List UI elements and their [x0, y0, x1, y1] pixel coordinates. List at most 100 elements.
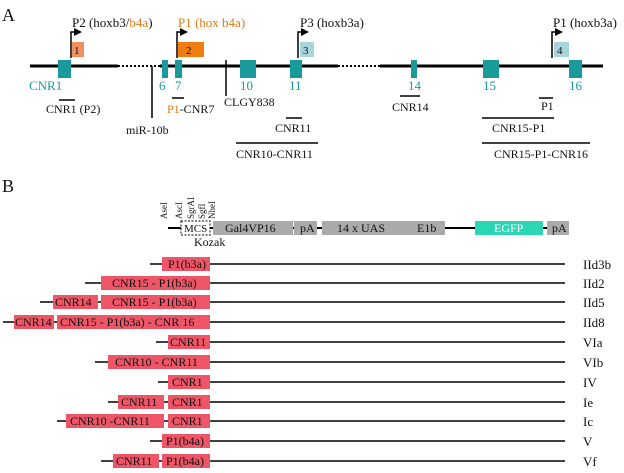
fragment-cnr11: CNR11 — [275, 121, 311, 135]
construct-row: CNR1 IV — [158, 375, 597, 390]
mir10b-label: miR-10b — [126, 123, 169, 137]
egfp-box — [475, 221, 543, 235]
construct-row: CNR11 P1(b4a) Vf — [101, 454, 597, 469]
construct-row: P1(b3a) IId3b — [150, 257, 611, 272]
construct-name: Vf — [583, 454, 597, 469]
construct-row: CNR11 VIa — [156, 335, 603, 350]
construct-fragment-label: P1(b4a) — [166, 434, 204, 448]
promoter-box-1: 1 — [72, 42, 84, 57]
site-label: AseI — [159, 202, 169, 219]
arrow-icon — [551, 28, 563, 58]
construct-fragment-label: CNR10 - CNR11 — [115, 355, 198, 369]
arrow-icon — [70, 28, 82, 58]
pa-box-2 — [547, 221, 569, 235]
promoter-box-4: 4 — [554, 42, 569, 57]
construct-name: Ie — [583, 395, 593, 410]
construct-fragment-label: CNR1 — [172, 395, 203, 409]
construct-name: VIb — [583, 355, 603, 370]
gal4vp16-label: Gal4VP16 — [225, 221, 276, 235]
construct-fragment-label: CNR15 - P1(b3a) - CNR 16 — [60, 315, 194, 329]
construct-fragment-label: CNR11 — [116, 454, 152, 468]
exons — [58, 60, 582, 78]
exon-label: 11 — [289, 78, 302, 93]
clgy838-label: CLGY838 — [224, 95, 275, 109]
mcs-label: MCS — [184, 223, 207, 235]
fragment-p1-cnr7: P1-CNR7 — [167, 102, 214, 116]
construct-name: IV — [583, 375, 597, 390]
construct-fragment-label: P1(b4a) — [166, 454, 204, 468]
construct-fragment-box — [57, 315, 210, 329]
pa-label: pA — [300, 221, 315, 235]
construct-name: Ic — [583, 414, 593, 429]
exon-15 — [483, 60, 499, 78]
construct-fragment-box — [101, 276, 210, 290]
exon-label: 15 — [483, 78, 496, 93]
construct-fragment-box — [53, 295, 98, 309]
construct-name: VIa — [583, 335, 603, 350]
exon-14 — [411, 60, 417, 78]
exon-label: 7 — [175, 78, 182, 93]
site-label: AscI — [174, 202, 184, 219]
panel-b-letter: B — [2, 176, 14, 196]
pa-label-2: pA — [552, 221, 567, 235]
fragment-cnr14: CNR14 — [392, 100, 429, 114]
construct-row: P1(b4a) V — [150, 434, 593, 449]
e1b-box — [405, 221, 445, 235]
construct-row: CNR10 - CNR11 VIb — [95, 355, 603, 370]
construct-fragment-label: CNR11 — [170, 335, 206, 349]
construct-fragment-label: CNR15 - P1(b3a) — [112, 276, 197, 290]
exon-cnr1 — [58, 60, 71, 78]
exon-7 — [175, 60, 182, 78]
construct-row: CNR10 -CNR11 CNR1 Ic — [57, 414, 593, 429]
fragment-cnr15-p1: CNR15-P1 — [492, 121, 545, 135]
site-label: SgrAI — [186, 197, 196, 219]
construct-fragment-label: CNR14 — [55, 295, 92, 309]
exon-label: CNR1 — [29, 78, 62, 93]
construct-name: IId2 — [583, 276, 605, 291]
restriction-sites: AseI AscI SgrAI SgfI NheI — [159, 197, 217, 219]
construct-fragment-box — [162, 454, 210, 468]
construct-row: CNR11 CNR1 Ie — [108, 395, 593, 410]
construct-row: CNR15 - P1(b3a) IId2 — [85, 276, 605, 291]
construct-row: CNR14 CNR15 - P1(b3a) IId5 — [40, 295, 605, 310]
promoter-box-3: 3 — [300, 42, 314, 57]
panel-a-letter: A — [2, 5, 15, 25]
construct-fragment-label: CNR1 — [172, 414, 203, 428]
site-label: NheI — [207, 201, 217, 219]
promoter-number: 4 — [557, 45, 563, 57]
construct-fragment-box — [113, 454, 159, 468]
vector-map: MCS Kozak Gal4VP16 pA 14 x UAS E1b EGFP … — [168, 220, 569, 249]
pa-box — [294, 221, 317, 235]
exon-6 — [162, 60, 168, 78]
fragment-cnr15-p1-cnr16: CNR15-P1-CNR16 — [494, 147, 588, 161]
mcs-box — [180, 220, 211, 236]
kozak-label: Kozak — [194, 235, 225, 249]
construct-fragment-box — [108, 355, 210, 369]
promoter-label-p1-b4a: P1 (hox b4a) — [178, 15, 245, 30]
exon-16 — [569, 60, 582, 78]
construct-fragment-label: CNR15 - P1(b3a) — [112, 295, 197, 309]
promoter-arrows — [70, 28, 563, 58]
promoter-number: 2 — [186, 45, 192, 57]
construct-fragment-label: P1(b3a) — [168, 257, 206, 271]
construct-fragment-box — [162, 434, 210, 448]
exon-label: 14 — [408, 78, 422, 93]
e1b-label: E1b — [417, 221, 436, 235]
promoter-label-p1-b3a: P1 (hoxb3a) — [553, 15, 617, 30]
exon-label: 16 — [569, 78, 583, 93]
fragment-cnr10-cnr11: CNR10-CNR11 — [236, 147, 313, 161]
construct-fragment-box — [118, 395, 164, 409]
construct-fragment-box — [168, 395, 210, 409]
construct-rows: P1(b3a) IId3b CNR15 - P1(b3a) IId2 CNR14… — [3, 257, 611, 469]
construct-name: IId5 — [583, 295, 605, 310]
exon-label: 6 — [159, 78, 166, 93]
egfp-label: EGFP — [494, 221, 524, 235]
construct-row: CNR14 CNR15 - P1(b3a) - CNR 16 IId8 — [3, 315, 605, 330]
construct-name: V — [583, 434, 593, 449]
construct-fragment-box — [168, 414, 210, 428]
construct-fragment-label: CNR14 — [15, 315, 52, 329]
uas-label: 14 x UAS — [337, 221, 385, 235]
uas-box — [322, 221, 405, 235]
fragment-p1: P1 — [541, 99, 554, 113]
